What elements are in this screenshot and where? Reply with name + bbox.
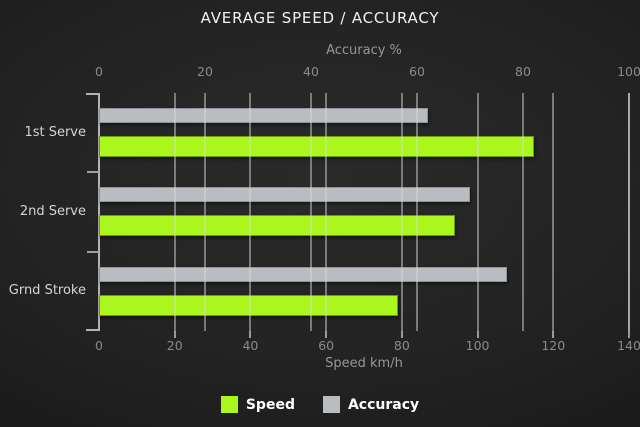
grid-line-speed: [249, 93, 252, 331]
bottom-axis-tick-label: 0: [95, 338, 103, 353]
speed-bar: [99, 215, 455, 237]
grid-line-accuracy: [522, 93, 524, 331]
accuracy-swatch-icon: [322, 396, 340, 413]
bottom-axis-title: Speed km/h: [325, 356, 403, 371]
left-axis-tick-mark: [87, 250, 99, 253]
speed-bar: [99, 294, 399, 316]
bottom-axis-tick-label: 40: [242, 338, 259, 353]
bottom-axis-tick-mark: [249, 331, 252, 338]
left-axis-tick-mark: [87, 171, 99, 174]
legend-item-speed: Speed: [220, 396, 295, 413]
grid-line-speed: [476, 93, 479, 331]
axis-spine-foot-top: [86, 93, 99, 95]
chart-title: AVERAGE SPEED / ACCURACY: [200, 9, 440, 27]
top-axis-tick-label: 40: [303, 64, 319, 79]
category-band: [99, 93, 629, 172]
grid-line-accuracy: [416, 93, 418, 331]
bottom-axis-tick-label: 80: [393, 338, 410, 353]
bottom-axis-tick-mark: [325, 331, 328, 338]
grid-line-speed: [173, 93, 176, 331]
bottom-axis-tick-mark: [173, 331, 176, 338]
category-band: [99, 252, 629, 331]
top-axis-tick-label: 80: [515, 64, 531, 79]
top-axis-tick-label: 60: [409, 64, 425, 79]
bottom-axis-tick-mark: [552, 331, 555, 338]
bottom-axis-tick-mark: [628, 331, 630, 338]
bottom-axis-tick-label: 20: [166, 338, 183, 353]
accuracy-bar: [99, 108, 428, 124]
bottom-axis-tick-label: 60: [318, 338, 335, 353]
category-label: 2nd Serve: [19, 204, 86, 219]
top-axis-tick-label: 0: [95, 64, 103, 79]
grid-line-speed: [400, 93, 403, 331]
grid-line-speed: [325, 93, 328, 331]
bottom-axis-tick-label: 100: [465, 338, 490, 353]
grid-line-speed: [628, 93, 630, 331]
top-axis-tick-label: 20: [197, 64, 213, 79]
accuracy-bar: [99, 187, 470, 203]
axis-spine-foot-bottom: [86, 329, 99, 331]
bottom-axis-tick-mark: [400, 331, 403, 338]
legend-item-accuracy: Accuracy: [322, 396, 420, 413]
bottom-axis-tick-label: 140: [617, 338, 640, 353]
grid-line-accuracy: [310, 93, 312, 331]
bottom-axis-tick-mark: [476, 331, 479, 338]
left-axis-spine: [98, 93, 100, 331]
plot-area: [86, 93, 630, 331]
legend: Speed Accuracy: [0, 396, 640, 413]
legend-label-speed: Speed: [245, 396, 295, 413]
category-label: 1st Serve: [24, 124, 86, 140]
category-axis-labels: 1st Serve 2nd Serve Grnd Stroke: [0, 93, 86, 331]
top-axis-tick-label: 100: [617, 64, 640, 79]
grid-line-speed: [552, 93, 555, 331]
legend-label-accuracy: Accuracy: [347, 396, 420, 413]
category-band: [99, 172, 629, 251]
bottom-axis-tick-label: 120: [541, 338, 566, 353]
accuracy-bar: [99, 266, 508, 282]
grid-line-accuracy: [628, 93, 630, 331]
grid-line-accuracy: [204, 93, 206, 331]
speed-bar: [99, 136, 535, 158]
category-label: Grnd Stroke: [8, 283, 86, 299]
speed-swatch-icon: [220, 396, 238, 413]
top-axis-title: Accuracy %: [326, 43, 402, 58]
